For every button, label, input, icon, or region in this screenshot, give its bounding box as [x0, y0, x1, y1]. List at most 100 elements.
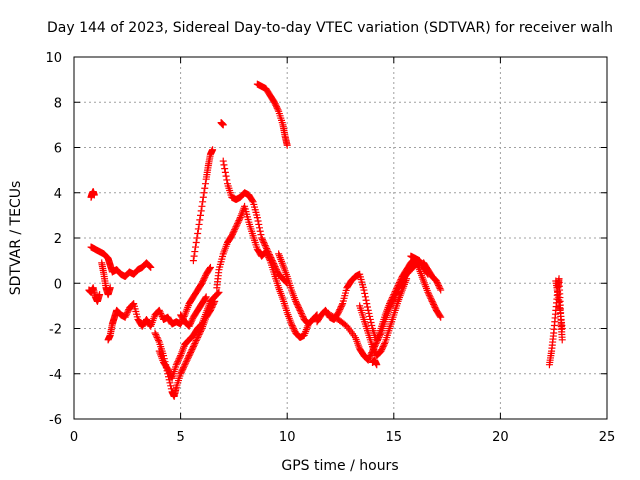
- data-point-seg-k: [263, 246, 271, 254]
- data-point-seg-f: [166, 379, 174, 387]
- data-point-seg-e: [206, 263, 214, 271]
- data-point-seg-p: [393, 283, 401, 291]
- data-point-seg-p: [386, 298, 394, 306]
- data-point-seg-e: [199, 276, 207, 284]
- y-tick-label: 0: [54, 277, 62, 292]
- data-point-seg-h: [194, 225, 202, 233]
- data-point-seg-g: [174, 358, 182, 366]
- data-point-seg-p: [397, 275, 405, 283]
- data-point-seg-j: [290, 325, 298, 332]
- data-point-seg-f: [178, 367, 186, 375]
- data-point-seg-f: [190, 341, 198, 349]
- data-point-seg-f: [189, 343, 197, 351]
- data-point-seg-g: [175, 355, 183, 363]
- data-point-seg-o: [362, 296, 370, 304]
- data-point-seg-f: [191, 340, 199, 348]
- data-point-seg-l: [219, 121, 227, 129]
- data-point-seg-k: [268, 257, 276, 265]
- data-point-seg-q: [378, 346, 386, 354]
- data-point-seg-k: [258, 236, 266, 244]
- data-point-seg-k: [256, 227, 264, 235]
- data-point-seg-i: [186, 321, 194, 329]
- data-point-seg-e: [123, 310, 131, 318]
- data-point-seg-k: [253, 214, 261, 222]
- data-point-seg-k: [263, 245, 271, 253]
- data-point-seg-k: [272, 264, 280, 272]
- plot-frame: [73, 56, 608, 420]
- y-tick-label: 10: [45, 51, 62, 66]
- data-point-seg-g: [165, 368, 173, 376]
- data-point-seg-f: [154, 335, 162, 343]
- data-point-seg-u: [558, 336, 566, 344]
- data-point-seg-k: [269, 258, 277, 266]
- data-point-seg-e: [200, 275, 208, 283]
- data-point-seg-f: [182, 359, 190, 367]
- x-tick-label: 0: [70, 430, 78, 445]
- data-point-seg-r: [436, 312, 444, 320]
- data-point-seg-k: [262, 243, 270, 251]
- chart-title: Day 144 of 2023, Sidereal Day-to-day VTE…: [47, 20, 613, 36]
- data-point-seg-h: [197, 207, 205, 215]
- data-point-seg-r: [427, 296, 435, 304]
- data-point-seg-n: [292, 299, 300, 307]
- data-point-seg-k: [273, 266, 281, 274]
- data-point-seg-d: [106, 284, 114, 292]
- data-point-seg-k: [255, 220, 263, 228]
- grid-lines: [74, 57, 607, 419]
- data-point-seg-i: [201, 294, 209, 302]
- data-point-seg-r: [431, 303, 439, 311]
- data-point-seg-n: [298, 311, 306, 319]
- data-point-seg-e: [122, 312, 130, 320]
- data-point-seg-p: [389, 292, 397, 300]
- data-point-seg-k: [260, 240, 268, 248]
- data-point-seg-f: [188, 346, 196, 354]
- data-point-seg-p: [391, 288, 399, 296]
- data-point-seg-h: [198, 202, 206, 210]
- data-point-seg-j: [235, 217, 243, 225]
- data-point-seg-e: [199, 278, 207, 286]
- data-point-seg-j: [230, 227, 238, 235]
- data-point-seg-p: [392, 286, 400, 294]
- data-point-seg-q: [403, 275, 411, 283]
- data-point-seg-k: [270, 261, 278, 269]
- data-point-seg-m: [274, 106, 282, 114]
- data-point-seg-m: [271, 100, 279, 108]
- data-point-seg-o: [337, 303, 345, 311]
- data-point-seg-q: [380, 341, 388, 349]
- data-point-seg-g: [176, 353, 184, 361]
- data-point-seg-j: [287, 320, 295, 328]
- data-point-seg-c: [145, 262, 153, 270]
- data-point-seg-e: [124, 307, 132, 315]
- data-point-seg-s: [435, 282, 443, 290]
- data-point-seg-n: [297, 308, 305, 316]
- y-tick-labels: -6 -4 -2 0 2 4 6 8 10: [45, 51, 62, 428]
- data-point-seg-s: [435, 283, 443, 291]
- data-point-seg-k: [254, 217, 262, 225]
- data-point-seg-e: [156, 308, 164, 316]
- data-point-seg-i: [185, 322, 193, 330]
- data-point-seg-p: [366, 353, 374, 361]
- data-point-seg-r: [437, 313, 445, 321]
- x-tick-label: 20: [492, 430, 509, 445]
- data-point-seg-o: [366, 315, 374, 323]
- data-point-seg-p: [388, 294, 396, 302]
- data-point-seg-j: [289, 323, 297, 331]
- data-point-seg-g: [214, 289, 222, 297]
- y-tick-label: -4: [49, 368, 62, 383]
- data-point-seg-h: [201, 180, 209, 188]
- data-point-seg-j: [236, 215, 244, 223]
- data-point-seg-f: [179, 365, 187, 373]
- data-point-seg-f: [177, 370, 185, 378]
- y-tick-label: 2: [54, 232, 62, 247]
- x-tick-labels: 0 5 10 15 20 25: [70, 430, 615, 445]
- data-point-seg-k: [267, 254, 275, 262]
- data-point-seg-o: [361, 293, 369, 301]
- data-point-seg-h: [199, 193, 207, 201]
- data-point-seg-j: [228, 232, 236, 240]
- data-point-seg-n: [295, 305, 303, 313]
- y-tick-label: 4: [54, 187, 62, 202]
- data-point-seg-j: [288, 321, 296, 329]
- data-point-seg-j: [233, 220, 241, 228]
- data-point-seg-o: [366, 312, 374, 320]
- data-point-seg-i: [188, 316, 196, 324]
